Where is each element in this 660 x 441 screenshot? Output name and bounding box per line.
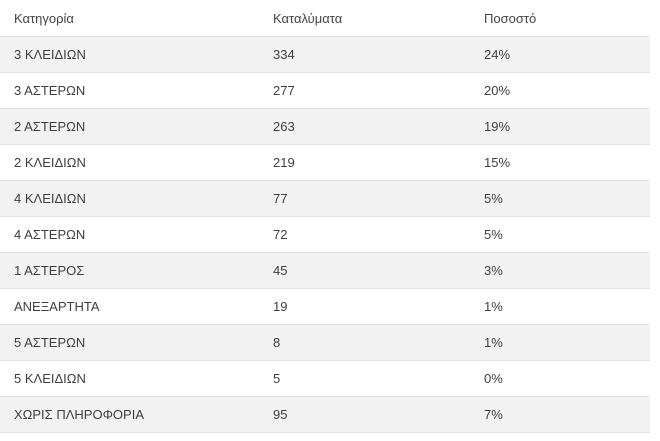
cell-accommodations: 5 (259, 360, 470, 397)
table-row: 4 ΚΛΕΙΔΙΩΝ 77 5% (0, 180, 650, 217)
table-header: Κατηγορία Καταλύματα Ποσοστό (0, 0, 650, 37)
cell-percentage: 19% (470, 108, 650, 145)
cell-accommodations: 19 (259, 288, 470, 325)
cell-percentage: 5% (470, 180, 650, 217)
cell-category: 3 ΚΛΕΙΔΙΩΝ (0, 36, 259, 73)
cell-percentage: 3% (470, 252, 650, 289)
table-row: 3 ΑΣΤΕΡΩΝ 277 20% (0, 72, 650, 109)
cell-category: 2 ΚΛΕΙΔΙΩΝ (0, 144, 259, 181)
cell-percentage: 1% (470, 288, 650, 325)
column-header-category: Κατηγορία (0, 0, 259, 37)
cell-category: 4 ΑΣΤΕΡΩΝ (0, 216, 259, 253)
cell-accommodations: 263 (259, 108, 470, 145)
cell-accommodations: 77 (259, 180, 470, 217)
cell-category: 1 ΑΣΤΕΡΟΣ (0, 252, 259, 289)
cell-category: 5 ΚΛΕΙΔΙΩΝ (0, 360, 259, 397)
table-row: 5 ΚΛΕΙΔΙΩΝ 5 0% (0, 360, 650, 397)
cell-percentage: 15% (470, 144, 650, 181)
cell-accommodations: 277 (259, 72, 470, 109)
header-row: Κατηγορία Καταλύματα Ποσοστό (0, 0, 650, 37)
table-row: 3 ΚΛΕΙΔΙΩΝ 334 24% (0, 36, 650, 73)
table-body: 3 ΚΛΕΙΔΙΩΝ 334 24% 3 ΑΣΤΕΡΩΝ 277 20% 2 ΑΣΤΕΡΩΝ… (0, 36, 650, 433)
cell-percentage: 5% (470, 216, 650, 253)
table-row: ΑΝΕΞΑΡΤΗΤΑ 19 1% (0, 288, 650, 325)
cell-accommodations: 219 (259, 144, 470, 181)
cell-category: 5 ΑΣΤΕΡΩΝ (0, 324, 259, 361)
cell-category: ΑΝΕΞΑΡΤΗΤΑ (0, 288, 259, 325)
column-header-accommodations: Καταλύματα (259, 0, 470, 37)
cell-percentage: 0% (470, 360, 650, 397)
cell-category: ΧΩΡΙΣ ΠΛΗΡΟΦΟΡΙΑ (0, 396, 259, 433)
cell-category: 2 ΑΣΤΕΡΩΝ (0, 108, 259, 145)
cell-category: 3 ΑΣΤΕΡΩΝ (0, 72, 259, 109)
table-row: ΧΩΡΙΣ ΠΛΗΡΟΦΟΡΙΑ 95 7% (0, 396, 650, 433)
column-header-percentage: Ποσοστό (470, 0, 650, 37)
accommodation-category-table: Κατηγορία Καταλύματα Ποσοστό 3 ΚΛΕΙΔΙΩΝ 3… (0, 0, 650, 433)
cell-percentage: 7% (470, 396, 650, 433)
cell-percentage: 24% (470, 36, 650, 73)
table-row: 1 ΑΣΤΕΡΟΣ 45 3% (0, 252, 650, 289)
cell-accommodations: 45 (259, 252, 470, 289)
cell-accommodations: 95 (259, 396, 470, 433)
cell-accommodations: 8 (259, 324, 470, 361)
table-row: 4 ΑΣΤΕΡΩΝ 72 5% (0, 216, 650, 253)
cell-accommodations: 334 (259, 36, 470, 73)
table-row: 2 ΑΣΤΕΡΩΝ 263 19% (0, 108, 650, 145)
cell-category: 4 ΚΛΕΙΔΙΩΝ (0, 180, 259, 217)
table-row: 5 ΑΣΤΕΡΩΝ 8 1% (0, 324, 650, 361)
cell-percentage: 1% (470, 324, 650, 361)
cell-accommodations: 72 (259, 216, 470, 253)
cell-percentage: 20% (470, 72, 650, 109)
table-row: 2 ΚΛΕΙΔΙΩΝ 219 15% (0, 144, 650, 181)
